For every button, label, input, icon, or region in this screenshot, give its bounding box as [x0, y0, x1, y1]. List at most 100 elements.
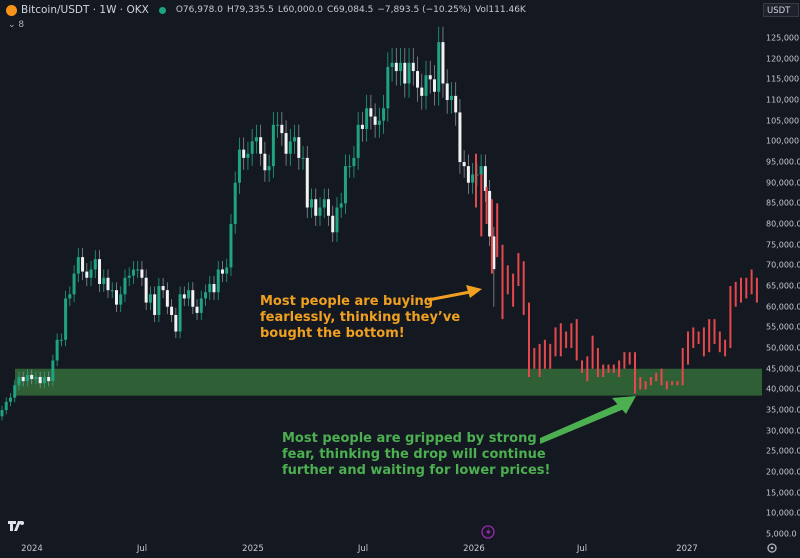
projection-bar [570, 323, 573, 349]
candle [4, 397, 8, 415]
candle-body [250, 141, 254, 154]
candle [305, 145, 309, 218]
candle [276, 111, 280, 138]
candle [356, 111, 360, 170]
time-label: 2025 [242, 544, 264, 554]
projection-bar [676, 381, 679, 386]
candle-body [8, 397, 12, 402]
price-label: 25,000.0 [766, 446, 800, 456]
candle-body [483, 166, 487, 191]
support-zone [15, 368, 762, 396]
time-label: 2027 [676, 544, 698, 554]
projection-bar [596, 348, 599, 377]
candle [416, 56, 420, 102]
candle [42, 371, 46, 389]
candle-body [445, 83, 449, 101]
candle-body [182, 294, 186, 299]
candle-body [377, 120, 381, 125]
candle [68, 286, 72, 307]
low-value: L60,000.0 [277, 5, 323, 15]
candle [233, 171, 237, 234]
candle [348, 154, 352, 178]
settings-gear-icon[interactable] [767, 543, 777, 553]
candle [220, 260, 224, 283]
candle-body [365, 108, 369, 129]
candle-body [42, 376, 46, 384]
candle [420, 73, 424, 110]
candle-body [386, 66, 390, 109]
projection-bar [623, 352, 626, 369]
candle-body [449, 95, 453, 101]
annotation-line: fearlessly, thinking they’ve [260, 310, 461, 325]
candle [161, 277, 165, 299]
candle-body [140, 269, 144, 278]
candle-body [394, 62, 398, 72]
candle [314, 188, 318, 226]
candle-body [191, 290, 195, 307]
candle-body [144, 277, 148, 303]
candle-body [318, 207, 322, 216]
currency-unit-button[interactable]: USDT [763, 3, 799, 17]
candle [178, 286, 182, 339]
price-label: 115,000.0 [766, 74, 800, 84]
candle [165, 282, 169, 315]
price-label: 110,000.0 [766, 95, 800, 105]
candle-body [165, 290, 169, 307]
candle-body [441, 42, 445, 84]
candle [229, 214, 233, 277]
candle [81, 248, 85, 281]
projection-bar [665, 381, 668, 390]
projection-bar [644, 381, 647, 390]
candle [47, 371, 51, 387]
projection-bar [607, 364, 610, 373]
candle [136, 260, 140, 279]
candle-body [454, 95, 458, 113]
candle [216, 260, 220, 301]
candle-body [55, 339, 59, 361]
candle-body [322, 199, 326, 208]
candle [483, 154, 487, 202]
market-status-icon [158, 6, 166, 14]
price-label: 120,000.0 [766, 54, 800, 64]
price-label: 45,000.0 [766, 364, 800, 374]
candle-body [471, 174, 475, 183]
projection-bar [480, 174, 483, 237]
candle-body [85, 271, 89, 278]
time-label: Jul [136, 544, 148, 554]
projection-bar [512, 273, 515, 307]
annotation-line: fear, thinking the drop will continue [282, 447, 546, 462]
candle-body [399, 62, 403, 72]
projection-bar [501, 244, 504, 320]
candle-body [492, 236, 496, 270]
candle [102, 269, 106, 293]
projection-bar [496, 203, 499, 258]
candle [369, 94, 373, 130]
candle-body [153, 294, 157, 315]
candle [30, 369, 34, 385]
fear-arrow [540, 396, 636, 444]
candle-body [437, 42, 441, 92]
price-label: 30,000.0 [766, 426, 800, 436]
candle [250, 128, 254, 166]
candle-body [424, 75, 428, 96]
price-label: 50,000.0 [766, 343, 800, 353]
price-label: 10,000.0 [766, 508, 800, 518]
candle [390, 48, 394, 82]
lightning-icon[interactable] [481, 525, 495, 539]
symbol-title[interactable]: Bitcoin/USDT · 1W · OKX [21, 4, 149, 16]
candle-body [462, 162, 466, 167]
candle [326, 188, 330, 226]
candle-body [407, 62, 411, 84]
candle [153, 286, 157, 323]
candle [195, 299, 199, 321]
price-label: 35,000.0 [766, 405, 800, 415]
projection-bar [522, 261, 525, 315]
indicators-toggle[interactable]: ⌄ 8 [8, 20, 25, 30]
candle-body [76, 257, 80, 274]
candle [263, 141, 267, 182]
candle [288, 128, 292, 166]
price-label: 80,000.0 [766, 219, 800, 229]
candle-body [310, 199, 314, 208]
projection-bar [655, 372, 658, 382]
